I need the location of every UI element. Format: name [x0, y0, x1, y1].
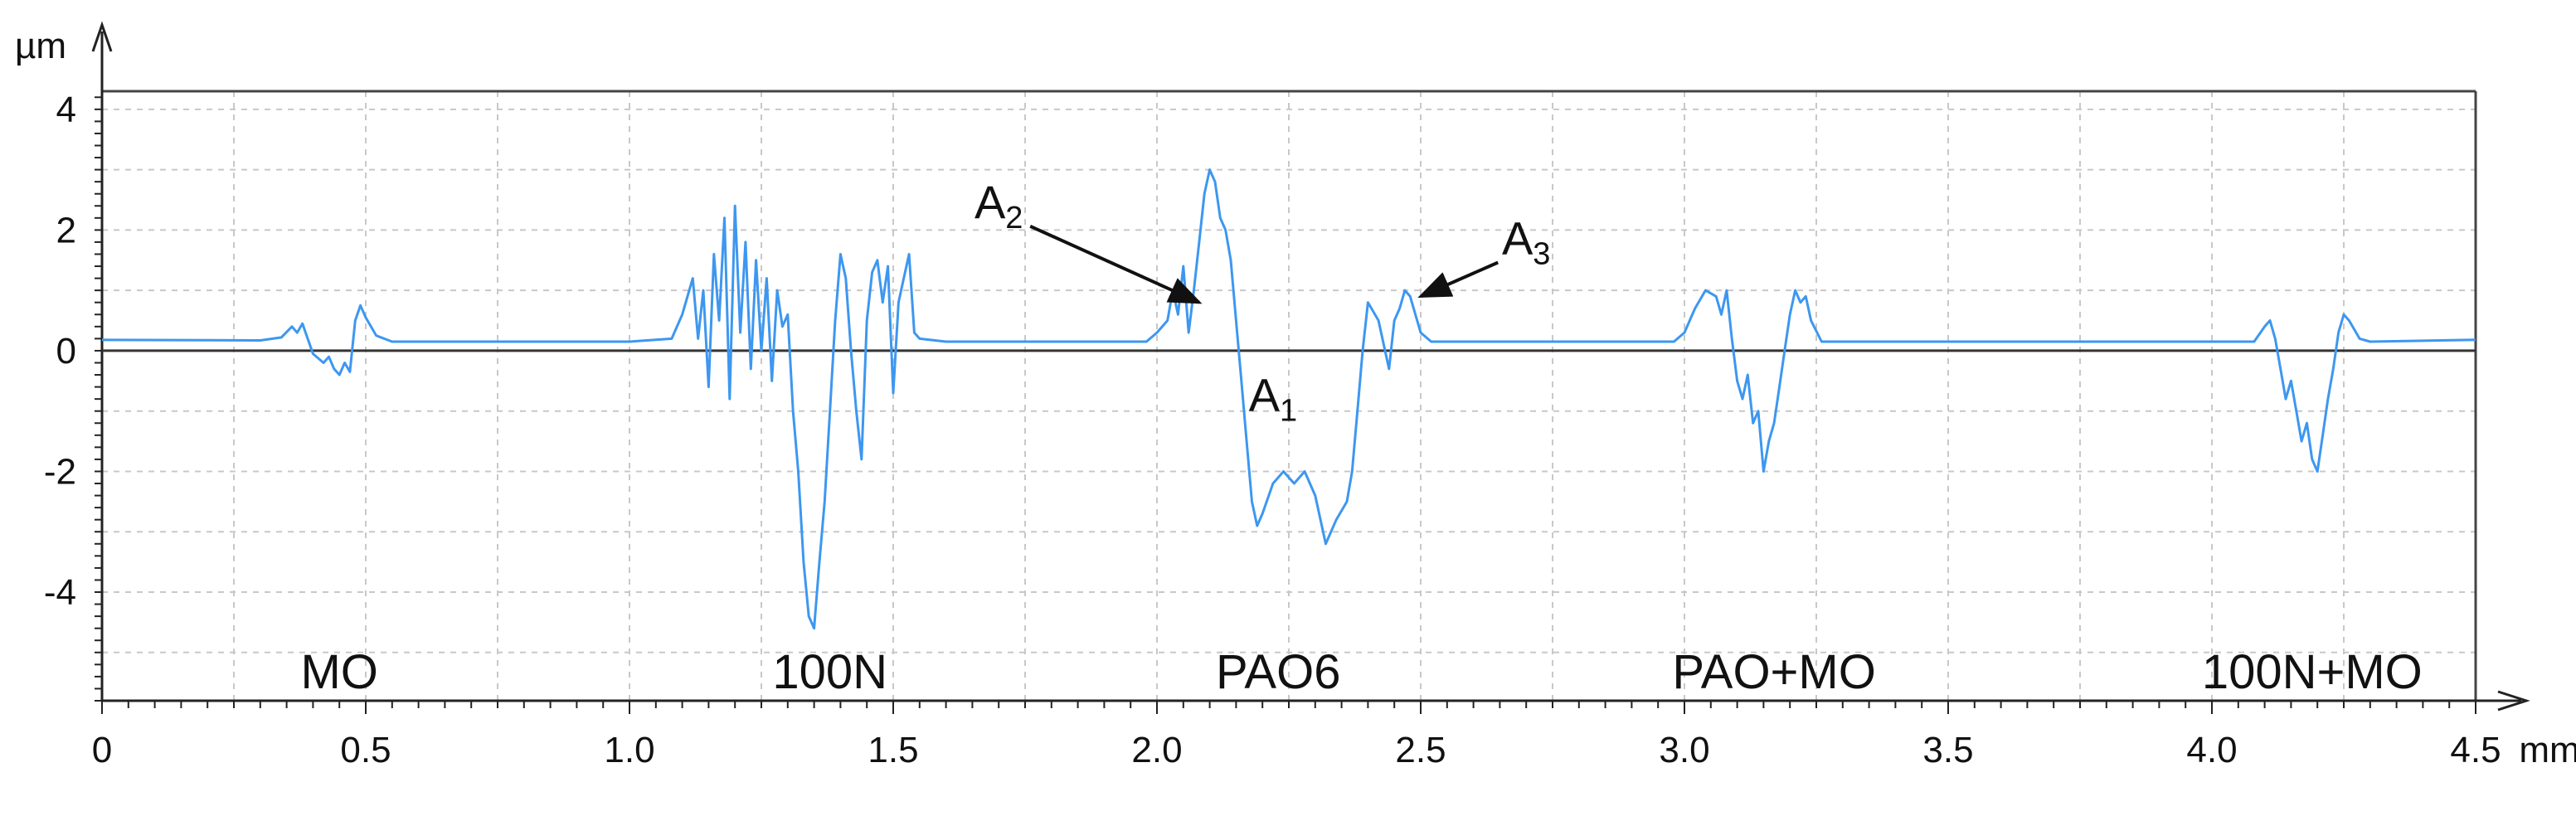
region-label-100n-mo: 100N+MO	[2202, 645, 2423, 699]
annotation-a2-subscript: 2	[1005, 201, 1023, 236]
annotation-a1-subscript: 1	[1280, 394, 1297, 429]
x-tick-label: 1.5	[868, 730, 918, 770]
annotation-a3-subscript: 3	[1533, 236, 1550, 271]
region-label-pao6: PAO6	[1216, 645, 1340, 699]
y-tick-label: 0	[56, 331, 76, 372]
y-tick-label: 2	[56, 210, 76, 250]
y-unit-label: µm	[15, 26, 66, 66]
y-tick-label: 4	[56, 90, 76, 130]
x-tick-label: 4.0	[2186, 730, 2237, 770]
y-tick-label: -4	[44, 572, 76, 613]
surface-profile-line	[101, 168, 2476, 630]
x-tick-label: 0	[92, 730, 112, 770]
x-tick-label: 4.5	[2450, 730, 2501, 770]
x-tick-label: 3.0	[1659, 730, 1709, 770]
y-tick-label: -2	[44, 451, 76, 492]
x-unit-label: mm	[2519, 730, 2576, 770]
gridlines	[102, 91, 2476, 701]
x-tick-label: 0.5	[340, 730, 391, 770]
annotation-a2-arrow	[1029, 224, 1203, 304]
annotation-a3-arrow	[1417, 260, 1499, 299]
region-label-mo: MO	[300, 645, 377, 699]
x-axis-arrow	[2497, 690, 2530, 712]
data-series	[101, 168, 2476, 630]
x-tick-label: 2.5	[1395, 730, 1446, 770]
plot-frame	[91, 21, 2530, 714]
x-tick-label: 1.0	[604, 730, 654, 770]
x-tick-label: 2.0	[1131, 730, 1182, 770]
x-tick-label: 3.5	[1922, 730, 1973, 770]
labels: 0 0.5 1.0 1.5 2.0 2.5 3.0 3.5 4.0 4.5 mm 4 2 0 -2 -4 µm M…	[15, 26, 2576, 770]
region-label-pao-mo: PAO+MO	[1672, 645, 1875, 699]
region-label-100n: 100N	[772, 645, 887, 699]
y-axis-arrow	[91, 21, 113, 52]
